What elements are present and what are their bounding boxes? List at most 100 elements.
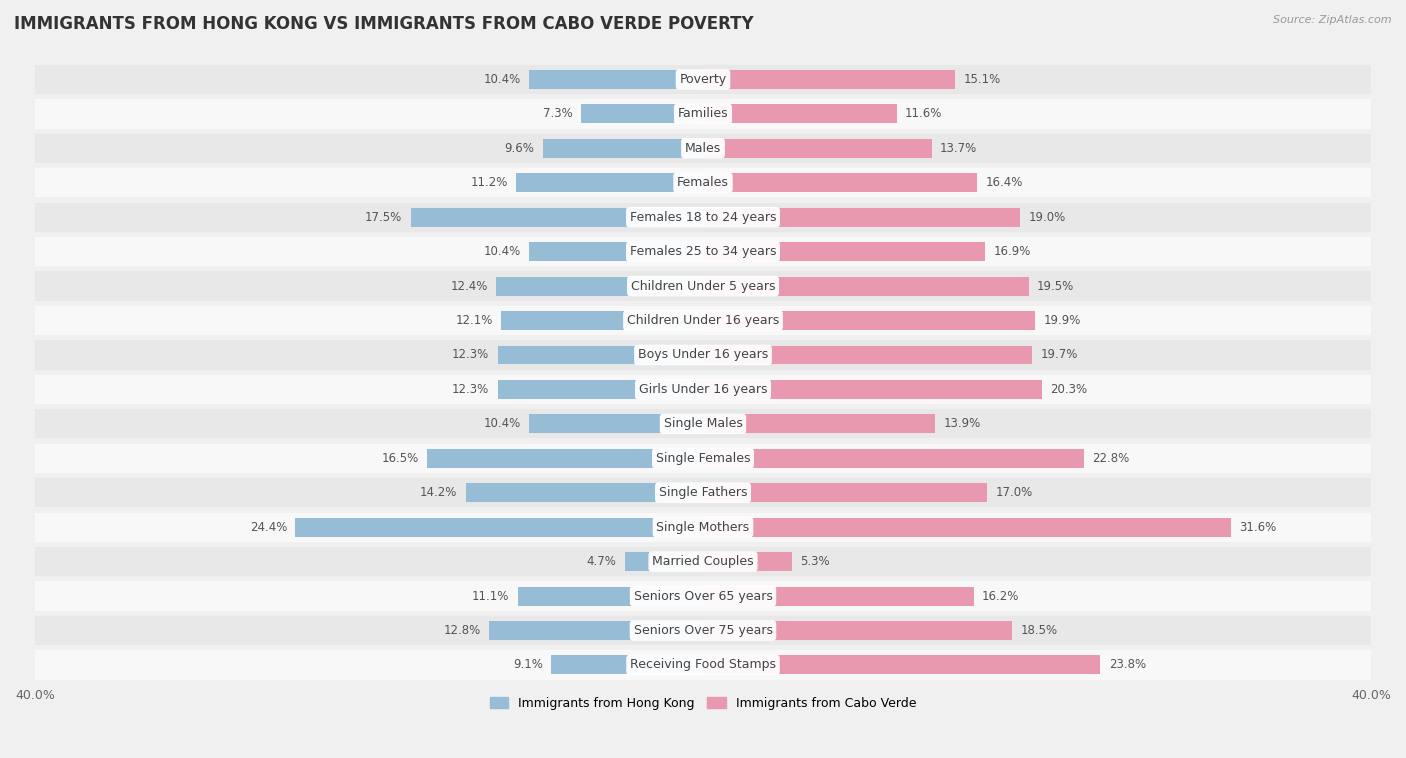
Bar <box>703 208 1021 227</box>
Bar <box>35 374 1371 404</box>
Bar <box>703 70 955 89</box>
Bar <box>703 311 1035 330</box>
Bar <box>35 547 1371 576</box>
Text: Children Under 16 years: Children Under 16 years <box>627 314 779 327</box>
Text: Seniors Over 65 years: Seniors Over 65 years <box>634 590 772 603</box>
Text: Children Under 5 years: Children Under 5 years <box>631 280 775 293</box>
Text: 9.6%: 9.6% <box>505 142 534 155</box>
Text: 16.2%: 16.2% <box>981 590 1019 603</box>
Bar <box>35 168 1371 197</box>
Bar <box>516 174 703 193</box>
Text: 12.3%: 12.3% <box>451 383 489 396</box>
Bar <box>35 340 1371 370</box>
Bar <box>35 478 1371 507</box>
Bar <box>703 346 1032 365</box>
Bar <box>35 133 1371 163</box>
Text: 17.5%: 17.5% <box>366 211 402 224</box>
Text: 12.3%: 12.3% <box>451 349 489 362</box>
Text: 11.1%: 11.1% <box>472 590 509 603</box>
Text: 12.8%: 12.8% <box>444 624 481 637</box>
Bar <box>411 208 703 227</box>
Bar <box>703 587 973 606</box>
Text: 4.7%: 4.7% <box>586 555 616 568</box>
Text: Single Males: Single Males <box>664 418 742 431</box>
Text: 19.7%: 19.7% <box>1040 349 1078 362</box>
Bar <box>529 70 703 89</box>
Text: 16.4%: 16.4% <box>986 177 1022 190</box>
Text: Single Females: Single Females <box>655 452 751 465</box>
Text: 7.3%: 7.3% <box>543 108 572 121</box>
Text: Poverty: Poverty <box>679 73 727 86</box>
Text: Receiving Food Stamps: Receiving Food Stamps <box>630 659 776 672</box>
Bar <box>703 174 977 193</box>
Text: 13.7%: 13.7% <box>941 142 977 155</box>
Text: 12.1%: 12.1% <box>456 314 492 327</box>
Bar <box>35 237 1371 266</box>
Text: Single Fathers: Single Fathers <box>659 486 747 500</box>
Bar <box>703 621 1012 640</box>
Bar <box>624 552 703 571</box>
Text: 10.4%: 10.4% <box>484 418 522 431</box>
Text: 19.0%: 19.0% <box>1029 211 1066 224</box>
Bar <box>35 306 1371 335</box>
Bar <box>501 311 703 330</box>
Text: Girls Under 16 years: Girls Under 16 years <box>638 383 768 396</box>
Bar <box>35 581 1371 611</box>
Bar <box>35 202 1371 232</box>
Text: Seniors Over 75 years: Seniors Over 75 years <box>634 624 772 637</box>
Text: 31.6%: 31.6% <box>1239 521 1277 534</box>
Bar <box>703 518 1230 537</box>
Text: Families: Families <box>678 108 728 121</box>
Text: 13.9%: 13.9% <box>943 418 981 431</box>
Text: 5.3%: 5.3% <box>800 555 830 568</box>
Bar <box>703 242 986 261</box>
Bar <box>703 449 1084 468</box>
Bar <box>496 277 703 296</box>
Bar <box>35 409 1371 438</box>
Text: 19.5%: 19.5% <box>1038 280 1074 293</box>
Text: 9.1%: 9.1% <box>513 659 543 672</box>
Bar <box>35 616 1371 645</box>
Text: 12.4%: 12.4% <box>450 280 488 293</box>
Text: Boys Under 16 years: Boys Under 16 years <box>638 349 768 362</box>
Text: Single Mothers: Single Mothers <box>657 521 749 534</box>
Bar <box>703 380 1042 399</box>
Bar <box>703 484 987 503</box>
Text: Females: Females <box>678 177 728 190</box>
Text: 16.5%: 16.5% <box>382 452 419 465</box>
Bar <box>35 650 1371 680</box>
Text: 15.1%: 15.1% <box>963 73 1001 86</box>
Text: Married Couples: Married Couples <box>652 555 754 568</box>
Text: 10.4%: 10.4% <box>484 245 522 258</box>
Text: 14.2%: 14.2% <box>420 486 457 500</box>
Text: 19.9%: 19.9% <box>1043 314 1081 327</box>
Text: 10.4%: 10.4% <box>484 73 522 86</box>
Text: 24.4%: 24.4% <box>250 521 287 534</box>
Text: 11.2%: 11.2% <box>470 177 508 190</box>
Text: Males: Males <box>685 142 721 155</box>
Text: Females 25 to 34 years: Females 25 to 34 years <box>630 245 776 258</box>
Bar <box>489 621 703 640</box>
Bar <box>703 139 932 158</box>
Bar <box>35 271 1371 301</box>
Bar <box>35 512 1371 542</box>
Text: Source: ZipAtlas.com: Source: ZipAtlas.com <box>1274 15 1392 25</box>
Bar <box>465 484 703 503</box>
Text: 18.5%: 18.5% <box>1021 624 1057 637</box>
Bar <box>703 552 792 571</box>
Bar <box>703 656 1101 675</box>
Text: Females 18 to 24 years: Females 18 to 24 years <box>630 211 776 224</box>
Bar <box>35 99 1371 129</box>
Bar <box>517 587 703 606</box>
Text: 17.0%: 17.0% <box>995 486 1032 500</box>
Bar <box>543 139 703 158</box>
Bar <box>703 415 935 434</box>
Bar <box>295 518 703 537</box>
Bar <box>703 105 897 124</box>
Text: 16.9%: 16.9% <box>994 245 1031 258</box>
Bar <box>498 380 703 399</box>
Bar <box>551 656 703 675</box>
Legend: Immigrants from Hong Kong, Immigrants from Cabo Verde: Immigrants from Hong Kong, Immigrants fr… <box>485 692 921 715</box>
Bar <box>529 415 703 434</box>
Bar <box>35 443 1371 473</box>
